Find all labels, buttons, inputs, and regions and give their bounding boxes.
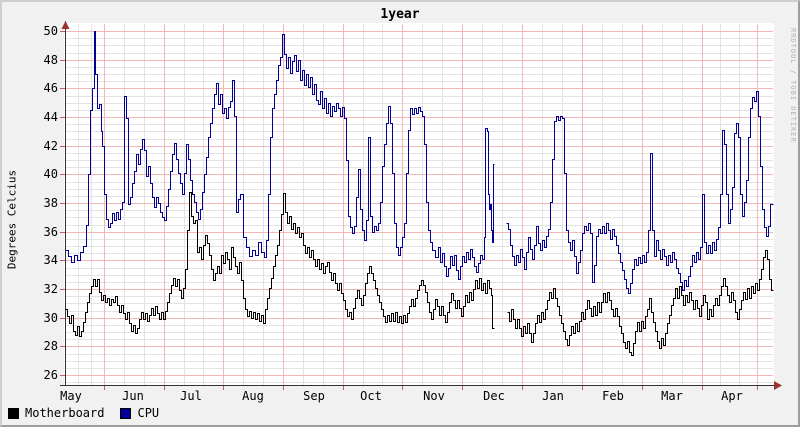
x-tick-label-mar: Mar: [661, 389, 683, 403]
y-tick-label: 42: [43, 139, 58, 153]
legend-swatch-cpu: [120, 407, 132, 419]
x-tick-label-may: May: [60, 389, 82, 403]
x-tick-label-sep: Sep: [303, 389, 325, 403]
y-tick-label: 28: [43, 339, 58, 353]
y-axis-label: Degrees Celcius: [5, 169, 19, 270]
y-tick-label: 38: [43, 196, 58, 210]
y-tick-label: 40: [43, 167, 58, 181]
x-tick-label-feb: Feb: [602, 389, 624, 403]
legend-swatch-motherboard: [8, 407, 19, 419]
rrdtool-watermark: RRDTOOL / TOBI OETIKER: [789, 28, 797, 143]
y-tick-label: 44: [43, 110, 58, 124]
y-tick-label: 48: [43, 53, 58, 67]
y-tick-label: 46: [43, 81, 58, 95]
y-axis-arrow: [61, 21, 70, 29]
x-tick-label-nov: Nov: [423, 389, 445, 403]
series-cpu: [65, 31, 774, 294]
y-tick-label: 30: [43, 311, 58, 325]
x-tick-label-aug: Aug: [242, 389, 264, 403]
legend-label-cpu: CPU: [137, 406, 160, 420]
x-tick-label-oct: Oct: [360, 389, 382, 403]
chart-title: 1year: [380, 7, 420, 22]
legend: Motherboard CPU: [8, 406, 159, 420]
y-tick-label: 26: [43, 368, 58, 382]
series-motherboard: [65, 192, 774, 356]
y-tick-label: 34: [43, 253, 58, 267]
x-axis-arrow: [774, 381, 782, 390]
x-tick-label-dec: Dec: [483, 389, 505, 403]
x-tick-label-apr: Apr: [721, 389, 743, 403]
x-tick-label-jun: Jun: [122, 389, 144, 403]
legend-label-motherboard: Motherboard: [25, 406, 105, 420]
x-tick-label-jul: Jul: [180, 389, 202, 403]
y-tick-label: 32: [43, 282, 58, 296]
y-tick-label: 50: [43, 24, 58, 38]
x-tick-label-jan: Jan: [542, 389, 564, 403]
y-tick-label: 36: [43, 225, 58, 239]
